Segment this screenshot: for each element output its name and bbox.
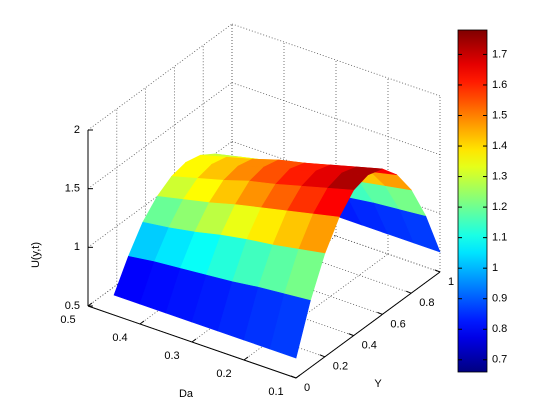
y-tick bbox=[434, 269, 441, 273]
y-tick bbox=[406, 290, 412, 294]
colorbar-tick-label: 1.1 bbox=[492, 232, 507, 244]
y-tick bbox=[290, 375, 297, 379]
z-tick-label: 0.5 bbox=[65, 300, 80, 312]
colorbar-tick-label: 1.3 bbox=[492, 170, 507, 182]
z-tick-label: 1 bbox=[74, 241, 80, 253]
colorbar-tick-label: 1 bbox=[492, 262, 498, 274]
x-tick bbox=[139, 320, 145, 325]
x-tick bbox=[191, 338, 197, 343]
y-tick bbox=[319, 354, 325, 358]
y-tick-label: 0.6 bbox=[390, 318, 405, 330]
colorbar-tick-label: 0.9 bbox=[492, 293, 507, 305]
z-tick-label: 1.5 bbox=[65, 183, 80, 195]
y-tick-label: 1 bbox=[448, 276, 454, 288]
y-tick bbox=[377, 311, 383, 315]
x-tick bbox=[243, 356, 249, 361]
x-tick bbox=[87, 302, 93, 307]
y-axis-label: Y bbox=[374, 378, 382, 390]
colorbar-tick-label: 1.6 bbox=[492, 79, 507, 91]
x-tick-label: 0.1 bbox=[268, 386, 283, 398]
colorbar-tick-label: 1.2 bbox=[492, 201, 507, 213]
colorbar-tick-label: 1.5 bbox=[492, 109, 507, 121]
x-tick-label: 0.4 bbox=[112, 332, 127, 344]
x-tick bbox=[295, 374, 301, 379]
colorbar bbox=[457, 29, 488, 373]
x-axis-label: Da bbox=[179, 388, 194, 400]
z-tick-label: 2 bbox=[74, 124, 80, 136]
y-tick-label: 0.2 bbox=[333, 361, 348, 373]
colorbar-tick-label: 1.4 bbox=[492, 140, 507, 152]
x-tick-label: 0.3 bbox=[164, 350, 179, 362]
z-axis-label: U(y,t) bbox=[30, 242, 42, 268]
surface-patch bbox=[269, 293, 311, 359]
colorbar-tick-label: 0.8 bbox=[492, 323, 507, 335]
grid-line bbox=[231, 23, 441, 97]
y-tick-label: 0.4 bbox=[362, 340, 377, 352]
colorbar-tick-label: 1.7 bbox=[492, 48, 507, 60]
y-tick-label: 0 bbox=[304, 382, 310, 394]
y-axis-line bbox=[295, 271, 441, 379]
y-tick-label: 0.8 bbox=[419, 297, 434, 309]
grid-line bbox=[231, 82, 441, 156]
y-tick bbox=[348, 333, 354, 337]
x-tick-label: 0.5 bbox=[60, 314, 75, 326]
colorbar-tick-label: 0.7 bbox=[492, 354, 507, 366]
x-tick-label: 0.2 bbox=[216, 368, 231, 380]
